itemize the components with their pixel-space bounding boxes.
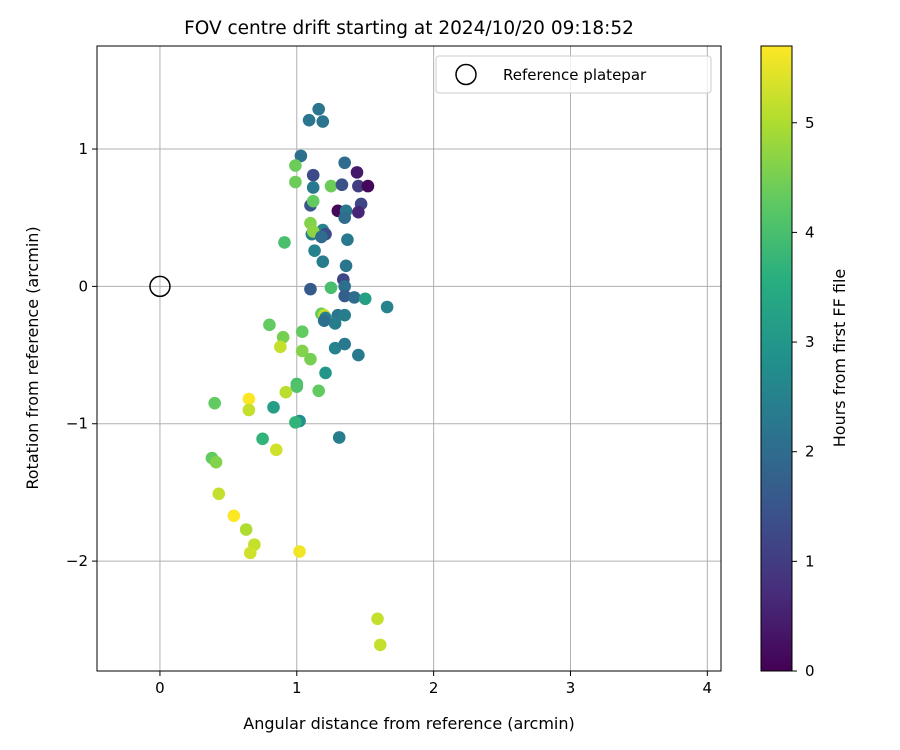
data-point <box>263 318 276 332</box>
data-point <box>338 156 351 170</box>
data-point <box>338 280 351 293</box>
data-point <box>306 194 320 208</box>
colorbar-tick-label: 1 <box>805 552 815 570</box>
data-point <box>302 113 316 127</box>
data-point <box>256 432 269 446</box>
data-point <box>319 366 332 380</box>
data-point <box>209 455 223 469</box>
data-point <box>312 102 325 116</box>
x-tick-label: 1 <box>292 679 302 697</box>
colorbar-tick-label: 4 <box>805 223 815 241</box>
x-tick-label: 0 <box>155 679 165 697</box>
data-point <box>338 289 351 303</box>
data-point <box>242 403 256 417</box>
data-point <box>293 545 306 558</box>
data-point <box>289 159 302 172</box>
colorbar: 0 1 2 3 4 5 Hours from first FF file <box>760 45 849 680</box>
y-tick-label: 0 <box>78 277 88 295</box>
data-point <box>208 396 221 410</box>
data-point <box>312 384 325 398</box>
data-point <box>352 205 365 219</box>
colorbar-tick-label: 2 <box>805 443 815 461</box>
data-point <box>316 255 330 268</box>
chart-title: FOV centre drift starting at 2024/10/20 … <box>184 18 634 39</box>
data-point <box>278 236 291 249</box>
grid-lines <box>97 46 721 671</box>
x-tick-label: 4 <box>703 679 713 697</box>
data-point <box>328 341 342 355</box>
reference-platepar-marker <box>149 275 171 298</box>
colorbar-gradient <box>760 45 793 672</box>
data-point <box>276 330 290 344</box>
data-point <box>380 300 394 314</box>
data-point <box>361 179 375 193</box>
data-point <box>227 509 241 523</box>
y-axis-ticks: −2 −1 0 1 <box>66 140 97 570</box>
plot-frame <box>96 45 722 672</box>
data-point <box>347 291 361 304</box>
x-tick-label: 2 <box>429 679 439 697</box>
data-point <box>294 149 308 163</box>
data-point <box>335 178 349 192</box>
data-point <box>324 281 338 295</box>
data-point <box>239 523 253 536</box>
data-point <box>290 380 304 393</box>
data-point <box>243 546 257 560</box>
legend-entry: Reference platepar <box>503 66 647 84</box>
reference-marker <box>149 275 171 298</box>
data-point <box>332 431 346 444</box>
data-point <box>341 233 354 246</box>
data-point <box>295 344 309 358</box>
data-point <box>289 175 302 189</box>
data-points <box>205 102 394 652</box>
legend: Reference platepar <box>435 55 712 94</box>
data-point <box>358 292 372 306</box>
data-point <box>338 337 351 351</box>
data-point <box>295 325 309 339</box>
colorbar-tick-label: 3 <box>805 333 815 351</box>
colorbar-tick-label: 5 <box>805 114 815 132</box>
y-tick-label: 1 <box>78 140 88 158</box>
data-point <box>317 314 331 328</box>
data-point <box>338 308 351 322</box>
data-point <box>304 352 317 366</box>
data-point <box>352 179 365 193</box>
legend-marker <box>455 63 477 86</box>
x-tick-label: 3 <box>566 679 576 697</box>
y-axis-label: Rotation from reference (arcmin) <box>23 226 42 489</box>
data-point <box>306 168 320 182</box>
data-point <box>373 638 387 652</box>
data-point <box>324 179 338 193</box>
data-point <box>308 244 321 257</box>
colorbar-tick-label: 0 <box>805 662 815 680</box>
data-point <box>316 115 330 128</box>
data-point <box>350 166 364 179</box>
data-point <box>242 392 256 406</box>
data-point <box>289 416 302 429</box>
y-tick-label: −2 <box>66 552 88 570</box>
data-point <box>328 317 342 330</box>
data-point <box>371 612 384 626</box>
legend-box <box>435 55 712 94</box>
y-tick-label: −1 <box>66 415 88 433</box>
x-axis-label: Angular distance from reference (arcmin) <box>243 714 574 733</box>
data-point <box>352 348 365 362</box>
data-point <box>279 385 293 399</box>
data-point <box>212 487 226 501</box>
colorbar-ticks: 0 1 2 3 4 5 <box>792 114 815 680</box>
x-axis-ticks: 0 1 2 3 4 <box>155 671 712 697</box>
data-point <box>306 181 320 194</box>
data-point <box>274 340 287 354</box>
data-point <box>304 282 317 296</box>
colorbar-label: Hours from first FF file <box>830 269 849 448</box>
data-point <box>269 443 283 457</box>
data-point <box>339 259 353 273</box>
data-point <box>315 230 328 244</box>
data-point <box>267 400 280 414</box>
data-point <box>338 211 351 225</box>
